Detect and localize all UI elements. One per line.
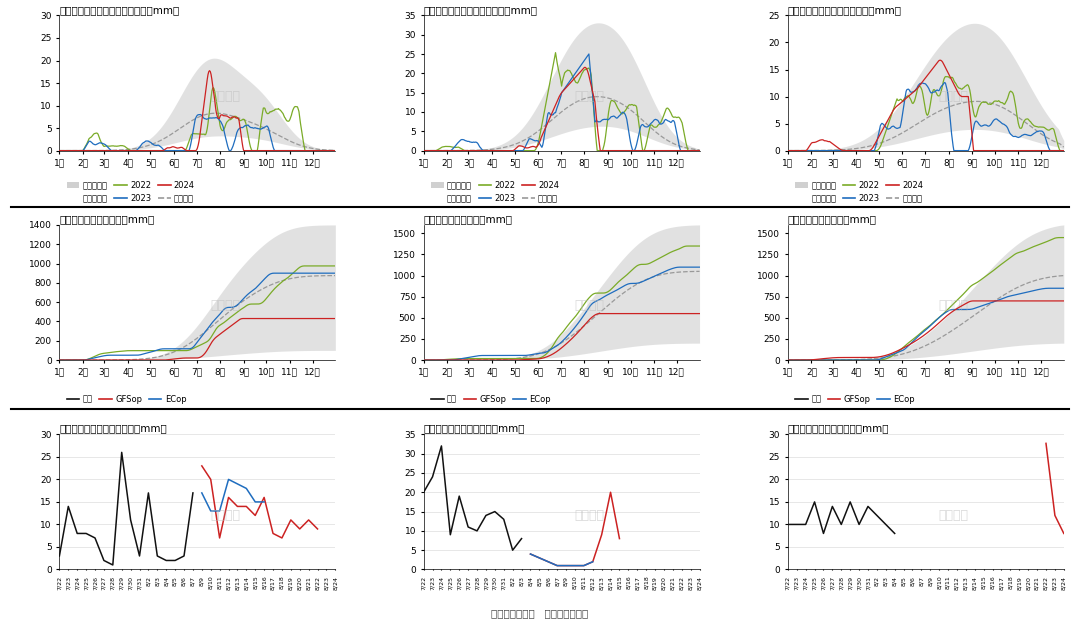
Text: 印度马邦预测平均降雨量（mm）: 印度马邦预测平均降雨量（mm）	[423, 423, 525, 433]
Legend: 历史, GFSop, ECop: 历史, GFSop, ECop	[792, 391, 918, 407]
Text: 印度北方邦累计降雨量（mm）: 印度北方邦累计降雨量（mm）	[59, 214, 154, 224]
Text: 印度卡邦十天移动平均降雨量（mm）: 印度卡邦十天移动平均降雨量（mm）	[788, 5, 902, 15]
Text: 印度马邦十天移动平均降雨量（mm）: 印度马邦十天移动平均降雨量（mm）	[423, 5, 538, 15]
Legend: 历史, GFSop, ECop: 历史, GFSop, ECop	[428, 391, 554, 407]
Text: 大地期货: 大地期货	[575, 300, 604, 313]
Text: 大地期货: 大地期货	[210, 300, 240, 313]
Text: 大地期货: 大地期货	[575, 90, 604, 103]
Text: 大地期货: 大地期货	[210, 509, 240, 522]
Legend: 历史最高值, 历史最低值, 2022, 2023, 2024, 历史均值: 历史最高值, 历史最低值, 2022, 2023, 2024, 历史均值	[792, 178, 927, 207]
Text: 大地期货: 大地期货	[210, 90, 240, 103]
Legend: 历史最高值, 历史最低值, 2022, 2023, 2024, 历史均值: 历史最高值, 历史最低值, 2022, 2023, 2024, 历史均值	[428, 178, 563, 207]
Text: 数据来源：路透   大地期货研究院: 数据来源：路透 大地期货研究院	[491, 608, 589, 618]
Text: 大地期货: 大地期货	[939, 509, 969, 522]
Legend: 历史, GFSop, ECop: 历史, GFSop, ECop	[64, 391, 190, 407]
Text: 印度北方邦十天移动平均降雨量（mm）: 印度北方邦十天移动平均降雨量（mm）	[59, 5, 179, 15]
Text: 大地期货: 大地期货	[939, 90, 969, 103]
Text: 大地期货: 大地期货	[575, 509, 604, 522]
Text: 印度卡邦预测平均降雨量（mm）: 印度卡邦预测平均降雨量（mm）	[788, 423, 889, 433]
Text: 印度北方邦预测平均降雨量（mm）: 印度北方邦预测平均降雨量（mm）	[59, 423, 167, 433]
Text: 大地期货: 大地期货	[939, 300, 969, 313]
Text: 印度卡邦累计降雨量（mm）: 印度卡邦累计降雨量（mm）	[788, 214, 877, 224]
Legend: 历史最高值, 历史最低值, 2022, 2023, 2024, 历史均值: 历史最高值, 历史最低值, 2022, 2023, 2024, 历史均值	[64, 178, 199, 207]
Text: 印度马邦累计降雨量（mm）: 印度马邦累计降雨量（mm）	[423, 214, 513, 224]
